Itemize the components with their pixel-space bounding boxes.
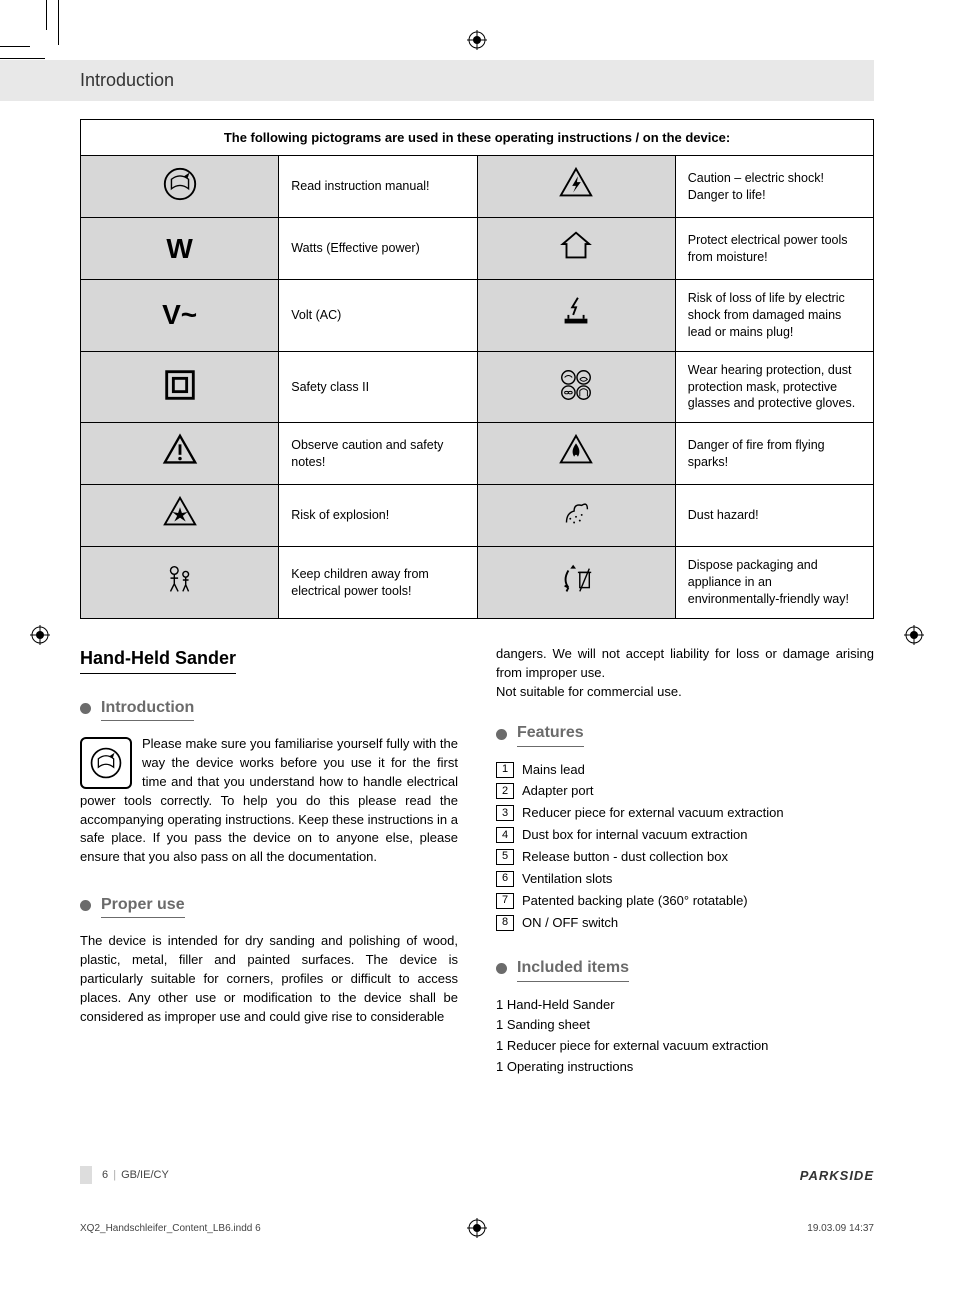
feature-number: 3 — [496, 805, 514, 821]
page-header: Introduction — [0, 60, 874, 101]
included-items-list: 1 Hand-Held Sander1 Sanding sheet 1 Reduc… — [496, 996, 874, 1077]
proper-use-text: The device is intended for dry sanding a… — [80, 932, 458, 1026]
pictogram-text: Observe caution and safety notes! — [279, 423, 477, 485]
explosion-icon — [81, 485, 279, 547]
region-code: GB/IE/CY — [121, 1169, 169, 1181]
feature-number: 2 — [496, 783, 514, 799]
imprint-timestamp: 19.03.09 14:37 — [807, 1223, 874, 1234]
pictogram-text: Risk of loss of life by electric shock f… — [675, 280, 873, 352]
feature-label: Dust box for internal vacuum extraction — [522, 826, 747, 845]
feature-number: 5 — [496, 849, 514, 865]
recycle-icon — [477, 547, 675, 619]
proper-use-continuation: dangers. We will not accept liability fo… — [496, 645, 874, 702]
product-title: Hand-Held Sander — [80, 645, 236, 674]
bullet-icon — [80, 703, 91, 714]
bullet-icon — [80, 900, 91, 911]
feature-label: Release button - dust collection box — [522, 848, 728, 867]
feature-item: 5 Release button - dust collection box — [496, 848, 874, 867]
feature-label: Ventilation slots — [522, 870, 612, 889]
feature-item: 4 Dust box for internal vacuum extraction — [496, 826, 874, 845]
feature-label: ON / OFF switch — [522, 914, 618, 933]
fire-icon — [477, 423, 675, 485]
feature-item: 1 Mains lead — [496, 761, 874, 780]
page-number: 6 — [102, 1169, 108, 1181]
class2-icon — [81, 351, 279, 423]
pictogram-text: Dust hazard! — [675, 485, 873, 547]
pictogram-row: Safety class II Wear hearing protection, … — [81, 351, 874, 423]
included-item: 1 Sanding sheet — [496, 1016, 874, 1035]
pictogram-row: WWatts (Effective power) Protect electric… — [81, 218, 874, 280]
pictogram-row: Risk of explosion! Dust hazard! — [81, 485, 874, 547]
pictogram-text: Read instruction manual! — [279, 156, 477, 218]
feature-label: Patented backing plate (360° rotatable) — [522, 892, 748, 911]
feature-label: Mains lead — [522, 761, 585, 780]
pictogram-text: Watts (Effective power) — [279, 218, 477, 280]
section-heading: Introduction — [101, 696, 194, 721]
features-list: 1 Mains lead 2 Adapter port 3 Reducer piece f… — [496, 761, 874, 933]
feature-item: 3 Reducer piece for external vacuum extra… — [496, 804, 874, 823]
feature-number: 4 — [496, 827, 514, 843]
section-heading: Included items — [517, 956, 629, 981]
pictogram-row: Keep children away from electrical power… — [81, 547, 874, 619]
pictogram-text: Safety class II — [279, 351, 477, 423]
feature-number: 7 — [496, 893, 514, 909]
section-heading: Proper use — [101, 893, 185, 918]
bullet-icon — [496, 963, 507, 974]
feature-item: 8 ON / OFF switch — [496, 914, 874, 933]
feature-number: 8 — [496, 915, 514, 931]
feature-item: 2 Adapter port — [496, 782, 874, 801]
pictogram-table: The following pictograms are used in the… — [80, 119, 874, 619]
feature-item: 7 Patented backing plate (360° rotatable) — [496, 892, 874, 911]
pictogram-text: Keep children away from electrical power… — [279, 547, 477, 619]
included-item: 1 Reducer piece for external vacuum extr… — [496, 1037, 874, 1056]
feature-item: 6 Ventilation slots — [496, 870, 874, 889]
imprint-file: XQ2_Handschleifer_Content_LB6.indd 6 — [80, 1223, 261, 1234]
section-heading: Features — [517, 721, 584, 746]
right-column: dangers. We will not accept liability fo… — [496, 645, 874, 1079]
section-included-items: Included items — [496, 956, 874, 981]
pictogram-heading: The following pictograms are used in the… — [81, 120, 874, 156]
shock-icon — [477, 156, 675, 218]
pictogram-text: Dispose packaging and appliance in an en… — [675, 547, 873, 619]
feature-label: Adapter port — [522, 782, 594, 801]
W-icon: W — [81, 218, 279, 280]
left-column: Hand-Held Sander Introduction Please mak… — [80, 645, 458, 1079]
section-introduction: Introduction — [80, 696, 458, 721]
pictogram-text: Risk of explosion! — [279, 485, 477, 547]
read-manual-icon — [81, 156, 279, 218]
pictogram-text: Caution – electric shock! Danger to life… — [675, 156, 873, 218]
pictogram-row: Read instruction manual! Caution – electr… — [81, 156, 874, 218]
feature-label: Reducer piece for external vacuum extrac… — [522, 804, 784, 823]
V~-icon: V~ — [81, 280, 279, 352]
house-icon — [477, 218, 675, 280]
page-footer: 6 | GB/IE/CY PARKSIDE — [80, 1166, 874, 1184]
bullet-icon — [496, 729, 507, 740]
dust-icon — [477, 485, 675, 547]
read-manual-icon — [80, 737, 132, 789]
caution-icon — [81, 423, 279, 485]
introduction-text: Please make sure you familiarise yoursel… — [80, 735, 458, 867]
feature-number: 1 — [496, 762, 514, 778]
pictogram-row: Observe caution and safety notes! Danger … — [81, 423, 874, 485]
pictogram-text: Volt (AC) — [279, 280, 477, 352]
ppe-icon — [477, 351, 675, 423]
feature-number: 6 — [496, 871, 514, 887]
footer-tab — [80, 1166, 92, 1184]
pictogram-text: Wear hearing protection, dust protection… — [675, 351, 873, 423]
pictogram-row: V~Volt (AC) Risk of loss of life by elect… — [81, 280, 874, 352]
pictogram-text: Danger of fire from flying sparks! — [675, 423, 873, 485]
included-item: 1 Hand-Held Sander — [496, 996, 874, 1015]
pictogram-text: Protect electrical power tools from mois… — [675, 218, 873, 280]
included-item: 1 Operating instructions — [496, 1058, 874, 1077]
section-features: Features — [496, 721, 874, 746]
bolt-plug-icon — [477, 280, 675, 352]
imprint-line: XQ2_Handschleifer_Content_LB6.indd 6 19.… — [80, 1223, 874, 1234]
section-proper-use: Proper use — [80, 893, 458, 918]
children-icon — [81, 547, 279, 619]
brand-logo: PARKSIDE — [800, 1168, 874, 1183]
